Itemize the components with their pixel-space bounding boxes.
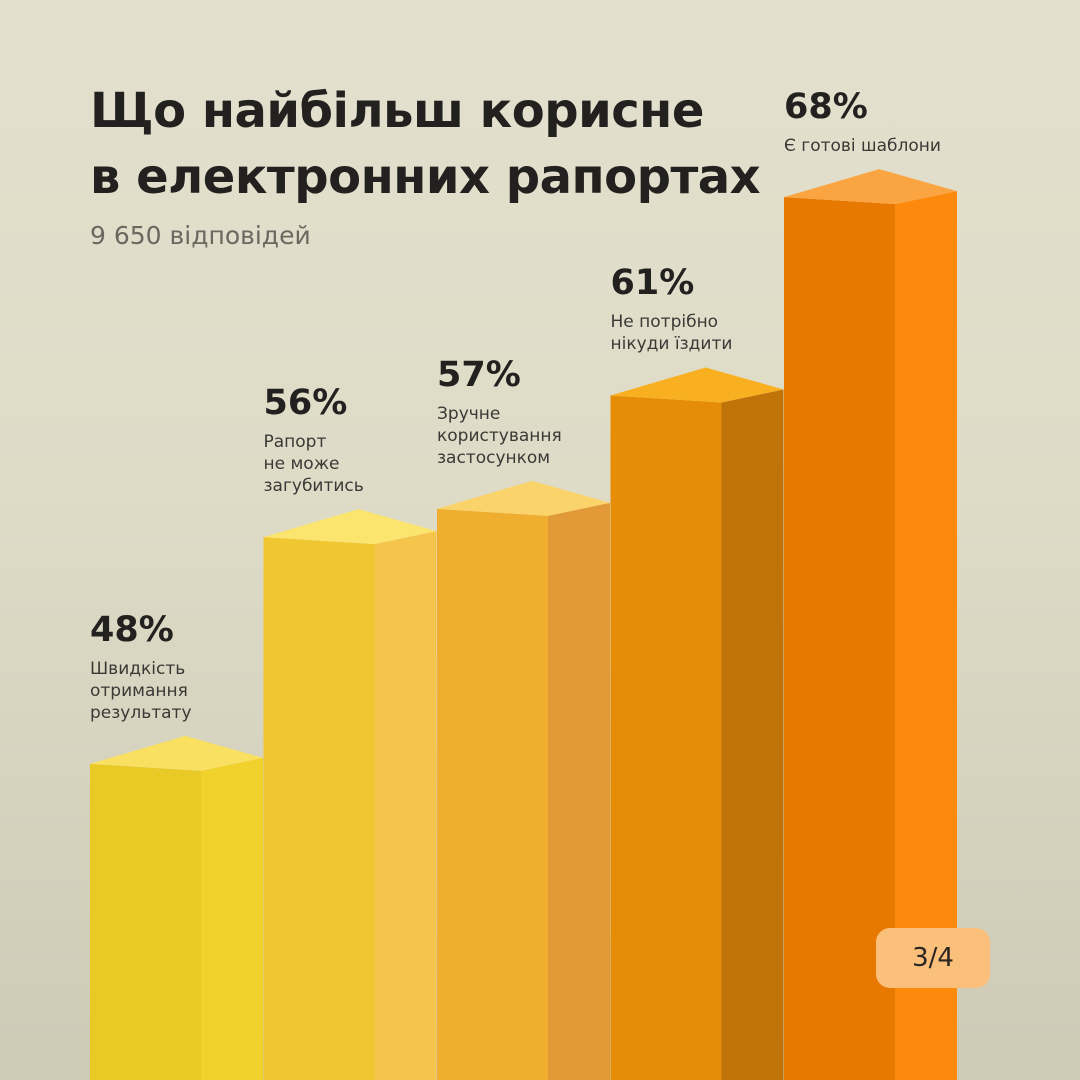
bar-5 — [784, 169, 957, 1080]
bar-side-face — [374, 531, 437, 1080]
bar-3 — [437, 480, 610, 1080]
bar-front-face — [437, 508, 548, 1080]
bar-top-face — [90, 735, 263, 771]
bar-label-2: 56% Рапорт не може загубитись — [264, 383, 439, 497]
bar-front-face — [784, 197, 895, 1080]
bar-1 — [90, 735, 263, 1080]
bar-value-label: 57% — [437, 354, 521, 395]
bar-4 — [610, 367, 784, 1080]
bar-value-label: 48% — [90, 609, 174, 650]
chart-title-line-2: в електронних рапортах — [90, 149, 761, 205]
bar-side-face — [548, 502, 610, 1080]
bar-category-label: Рапорт не може загубитись — [263, 432, 364, 497]
bar-category-label: Зручне користування застосунком — [437, 403, 562, 468]
bar-label-3: 57% Зручне користування застосунком — [437, 355, 612, 469]
bar-front-face — [90, 763, 201, 1080]
chart-subtitle: 9 650 відповідей — [90, 221, 311, 250]
page-indicator: 3/4 — [876, 928, 990, 988]
bar-front-face — [610, 395, 722, 1080]
bar-category-label: Швидкість отримання результату — [90, 658, 192, 723]
bar-side-face — [201, 757, 263, 1080]
bar-front-face — [263, 537, 375, 1080]
bar-value-label: 61% — [610, 263, 695, 304]
bar-top-face — [610, 367, 784, 403]
bar-value-label: 68% — [784, 87, 868, 128]
bar-label-5: 68% Є готові шаблони — [784, 87, 959, 157]
bar-label-1: 48% Швидкість отримання результату — [90, 610, 265, 724]
bar-label-4: 61% Не потрібно нікуди їздити — [611, 263, 786, 355]
bar-2 — [263, 509, 437, 1080]
bar-value-label: 56% — [263, 383, 348, 424]
chart-title-line-1: Що найбільш корисне — [90, 83, 704, 139]
page-indicator-label: 3/4 — [912, 943, 954, 973]
chart-title: Що найбільш корисне в електронних рапорт… — [90, 78, 761, 210]
bar-category-label: Не потрібно нікуди їздити — [610, 312, 733, 355]
bar-category-label: Є готові шаблони — [784, 136, 941, 157]
bar-top-face — [784, 169, 957, 205]
bar-top-face — [263, 509, 437, 545]
bar-side-face — [721, 389, 784, 1080]
bar-side-face — [895, 191, 957, 1080]
bar-top-face — [437, 480, 610, 516]
